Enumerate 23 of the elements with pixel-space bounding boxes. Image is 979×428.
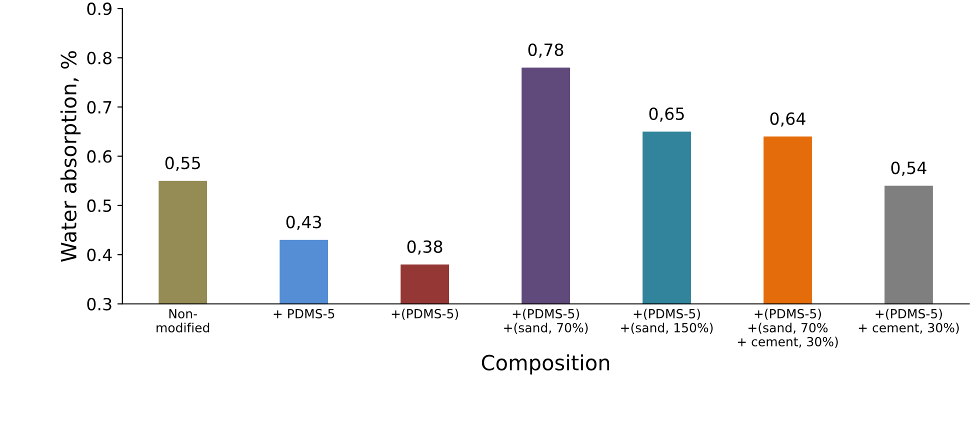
x-tick-label: +(PDMS-5) + cement, 30%) [858, 308, 959, 334]
x-tick-label: +(PDMS-5) +(sand, 150%) [621, 308, 713, 334]
y-tick-label: 0.4 [87, 248, 112, 262]
data-label: 0,78 [528, 43, 564, 58]
y-tick-label: 0.3 [87, 298, 112, 310]
data-label: 0,64 [770, 112, 806, 127]
y-tick-label: 0.6 [87, 150, 112, 163]
x-tick-label: +(PDMS-5) [392, 308, 458, 320]
x-tick-label: +(PDMS-5) +(sand, 70% + cement, 30%) [738, 308, 838, 348]
y-tick-label: 0.5 [87, 199, 112, 212]
x-tick-label: + PDMS-5 [274, 308, 334, 318]
x-tick-label: +(PDMS-5) +(sand, 70%) [504, 308, 588, 334]
data-label: 0,55 [165, 156, 200, 171]
y-tick-label: 0.7 [87, 100, 112, 114]
data-label: 0,54 [891, 162, 926, 176]
data-label: 0,43 [286, 216, 322, 230]
x-tick-label: Non- modified [156, 309, 210, 332]
y-axis-title: Water absorption, % [60, 51, 81, 262]
y-tick-label: 0.8 [87, 52, 112, 64]
data-label: 0,65 [649, 107, 684, 122]
x-axis-title: Composition [482, 354, 610, 375]
data-label: 0,38 [407, 240, 442, 255]
y-tick-label: 0.9 [87, 2, 112, 16]
